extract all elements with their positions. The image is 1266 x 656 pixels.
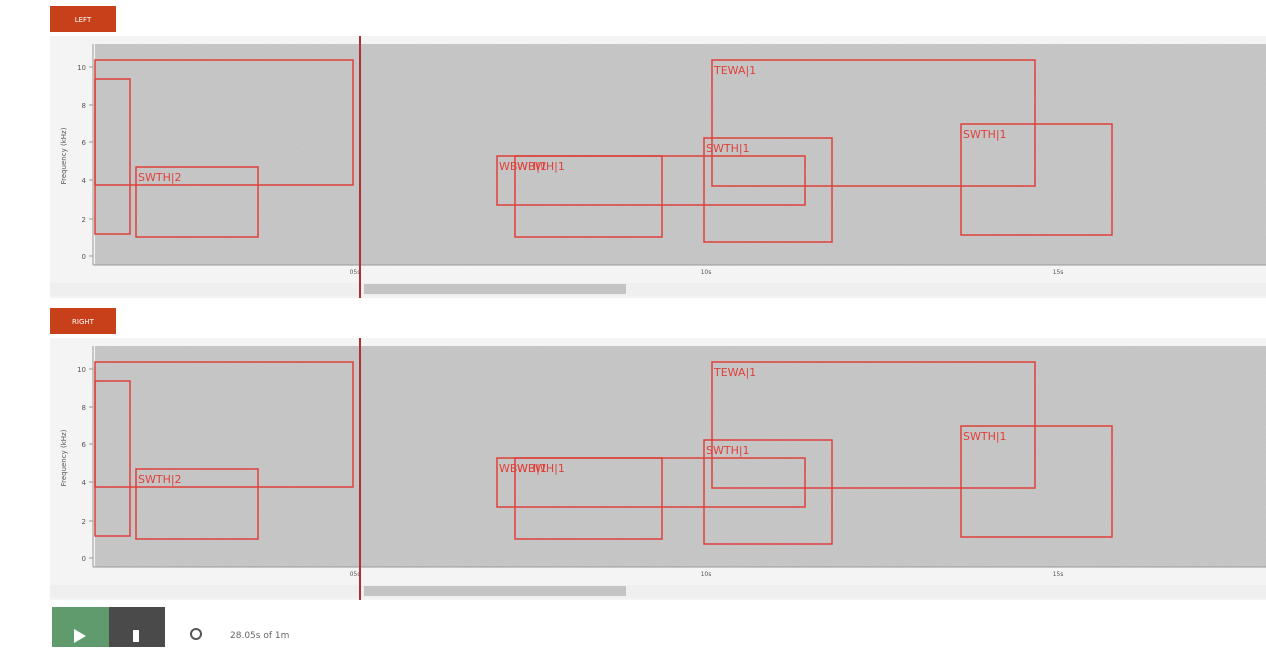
y-axis-label: Frequency (kHz)	[60, 429, 68, 486]
y-tick-label: 4	[82, 479, 87, 487]
y-tick-label: 2	[82, 518, 86, 526]
x-tick-label: 10s	[701, 571, 712, 578]
x-tick-label: 10s	[701, 269, 712, 276]
screen: LEFT Frequency (kHz) 0 2 4 6 8 10 05s 10s 15s SWTH|…	[0, 0, 1266, 652]
reload-button[interactable]	[191, 629, 201, 639]
channel-panel: RIGHT Frequency (kHz) 0 2 4 6 8 10 05s 10s 15s SWTH…	[50, 308, 1266, 600]
y-tick-label: 0	[82, 555, 86, 563]
y-tick-label: 8	[82, 404, 86, 412]
scroll-thumb[interactable]	[364, 284, 626, 294]
stop-icon	[133, 630, 139, 642]
y-tick-label: 2	[82, 216, 86, 224]
annotation-label: WBWH|1	[517, 462, 565, 475]
app: LEFT Frequency (kHz) 0 2 4 6 8 10 05s 10s 15s SWTH|…	[0, 0, 1266, 652]
scroll-track	[50, 283, 1266, 296]
annotation-label: SWTH|2	[138, 473, 182, 486]
x-tick-label: 05s	[350, 269, 361, 276]
x-tick-label: 15s	[1053, 269, 1064, 276]
y-tick-label: 8	[82, 102, 86, 110]
spectrogram-noise	[95, 346, 1266, 567]
y-tick-label: 10	[77, 366, 86, 374]
y-tick-label: 6	[82, 139, 87, 147]
play-button[interactable]	[52, 607, 109, 647]
channel-label: RIGHT	[72, 318, 95, 326]
annotation-label: SWTH|1	[963, 128, 1007, 141]
y-axis-label: Frequency (kHz)	[60, 127, 68, 184]
y-tick-label: 4	[82, 177, 87, 185]
player-status: 28.05s of 1m	[230, 631, 289, 641]
x-tick-label: 15s	[1053, 571, 1064, 578]
channel-label: LEFT	[75, 16, 92, 24]
annotation-label: WBWH|1	[517, 160, 565, 173]
y-tick-label: 10	[77, 64, 86, 72]
annotation-label: TEWA|1	[713, 366, 756, 379]
scroll-thumb[interactable]	[364, 586, 626, 596]
annotation-label: SWTH|1	[963, 430, 1007, 443]
annotation-label: TEWA|1	[713, 64, 756, 77]
x-tick-label: 05s	[350, 571, 361, 578]
y-tick-label: 6	[82, 441, 87, 449]
annotation-label: SWTH|2	[138, 171, 182, 184]
scroll-track	[50, 585, 1266, 598]
channel-panel: LEFT Frequency (kHz) 0 2 4 6 8 10 05s 10s 15s SWTH|…	[50, 6, 1266, 298]
spectrogram-noise	[95, 44, 1266, 265]
y-tick-label: 0	[82, 253, 86, 261]
